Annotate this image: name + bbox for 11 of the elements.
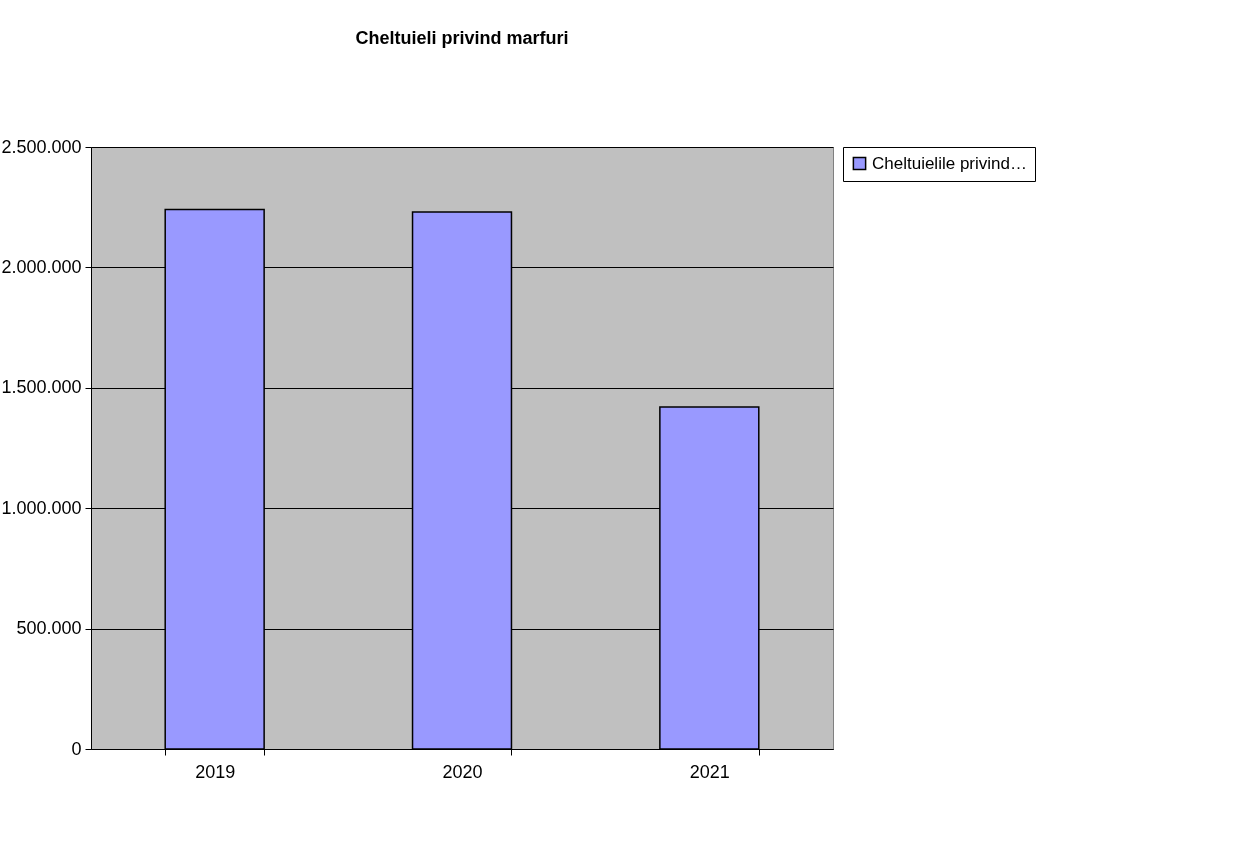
x-tick-label: 2020 bbox=[442, 761, 483, 782]
y-tick-label: 500.000 bbox=[16, 618, 82, 639]
x-tick-label: 2021 bbox=[689, 761, 730, 782]
y-tick-label: 2.500.000 bbox=[1, 136, 82, 157]
x-tick-label: 2019 bbox=[195, 761, 236, 782]
y-tick-label: 0 bbox=[71, 738, 82, 759]
chart-title: Cheltuieli privind marfuri bbox=[355, 28, 569, 48]
y-tick-label: 1.500.000 bbox=[1, 377, 82, 398]
y-tick-label: 1.000.000 bbox=[1, 497, 82, 518]
y-tick-label: 2.000.000 bbox=[1, 256, 82, 277]
legend-label: Cheltuielile privind… bbox=[872, 153, 1027, 173]
